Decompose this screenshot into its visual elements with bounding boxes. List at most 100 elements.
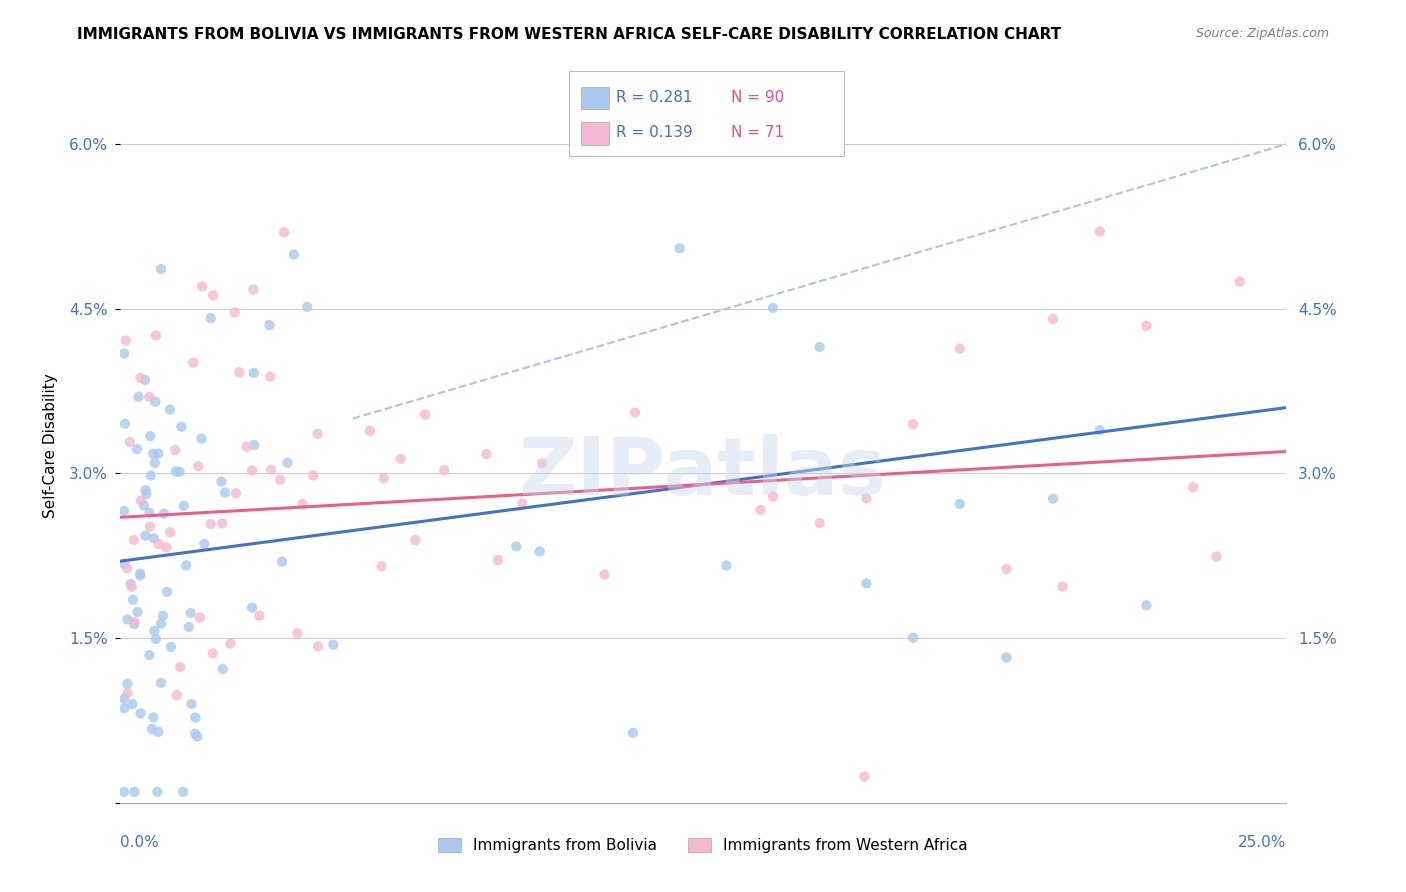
Point [413, 408, 436, 422]
Point [148, 724, 170, 739]
Point [145, 632, 167, 646]
Point [169, 660, 191, 674]
Point [855, 491, 877, 506]
Point [1135, 318, 1157, 333]
Point [716, 558, 738, 573]
Point [269, 473, 291, 487]
Point [260, 462, 283, 476]
Point [307, 640, 329, 654]
Point [283, 247, 305, 261]
Point [149, 675, 172, 690]
Point [762, 490, 785, 504]
Point [150, 616, 173, 631]
Point [143, 456, 166, 470]
Point [1205, 549, 1227, 564]
Point [159, 402, 181, 417]
Point [370, 559, 392, 574]
Point [193, 537, 215, 551]
Point [139, 468, 162, 483]
Point [148, 447, 170, 461]
Point [475, 447, 498, 461]
Point [180, 606, 202, 620]
Point [291, 497, 314, 511]
Point [762, 301, 785, 315]
Point [138, 648, 160, 663]
Point [211, 662, 233, 676]
Point [184, 727, 207, 741]
Point [949, 497, 972, 511]
Point [141, 722, 163, 736]
Point [159, 525, 181, 540]
Point [115, 561, 138, 575]
Point [1042, 312, 1064, 326]
Point [127, 605, 149, 619]
Y-axis label: Self-Care Disability: Self-Care Disability [42, 374, 58, 518]
Point [155, 541, 177, 555]
Point [225, 486, 247, 500]
Point [749, 503, 772, 517]
Point [112, 785, 135, 799]
Point [173, 499, 195, 513]
Point [285, 626, 308, 640]
Point [156, 584, 179, 599]
Point [486, 553, 509, 567]
Point [242, 282, 264, 296]
Point [530, 456, 553, 470]
Point [138, 506, 160, 520]
Point [512, 496, 534, 510]
Point [271, 555, 294, 569]
Text: R = 0.139: R = 0.139 [616, 126, 693, 140]
Point [201, 647, 224, 661]
Point [177, 620, 200, 634]
Point [259, 318, 281, 332]
Point [297, 300, 319, 314]
Point [132, 499, 155, 513]
Point [202, 288, 225, 302]
Legend: Immigrants from Bolivia, Immigrants from Western Africa: Immigrants from Bolivia, Immigrants from… [432, 832, 974, 859]
Point [143, 394, 166, 409]
Point [1182, 480, 1205, 494]
Point [124, 615, 146, 629]
Point [276, 456, 298, 470]
Point [186, 730, 208, 744]
Point [1052, 580, 1074, 594]
Point [114, 334, 136, 348]
Point [122, 592, 145, 607]
Point [235, 440, 257, 454]
Point [240, 463, 263, 477]
Point [187, 459, 209, 474]
Point [373, 471, 395, 485]
Point [121, 697, 143, 711]
Point [160, 640, 183, 654]
Point [128, 390, 150, 404]
Point [188, 610, 211, 624]
Point [228, 365, 250, 379]
Point [142, 447, 165, 461]
Point [624, 406, 647, 420]
Text: ZIPatlas: ZIPatlas [519, 434, 887, 512]
Point [200, 516, 222, 531]
Point [172, 785, 194, 799]
Point [153, 507, 176, 521]
Point [389, 451, 412, 466]
Text: 25.0%: 25.0% [1239, 836, 1286, 850]
Point [243, 366, 266, 380]
Point [112, 504, 135, 518]
Point [302, 468, 325, 483]
Point [145, 328, 167, 343]
Text: IMMIGRANTS FROM BOLIVIA VS IMMIGRANTS FROM WESTERN AFRICA SELF-CARE DISABILITY C: IMMIGRANTS FROM BOLIVIA VS IMMIGRANTS FR… [77, 27, 1062, 42]
Point [200, 311, 222, 326]
Point [117, 686, 139, 700]
Point [134, 373, 156, 387]
Point [135, 529, 157, 543]
Point [307, 426, 329, 441]
Point [593, 567, 616, 582]
Point [995, 562, 1018, 576]
Text: R = 0.281: R = 0.281 [616, 90, 692, 104]
Point [150, 262, 173, 277]
Point [901, 417, 924, 432]
Point [219, 636, 242, 650]
Point [1088, 224, 1111, 238]
Point [122, 617, 145, 632]
Point [165, 443, 187, 458]
